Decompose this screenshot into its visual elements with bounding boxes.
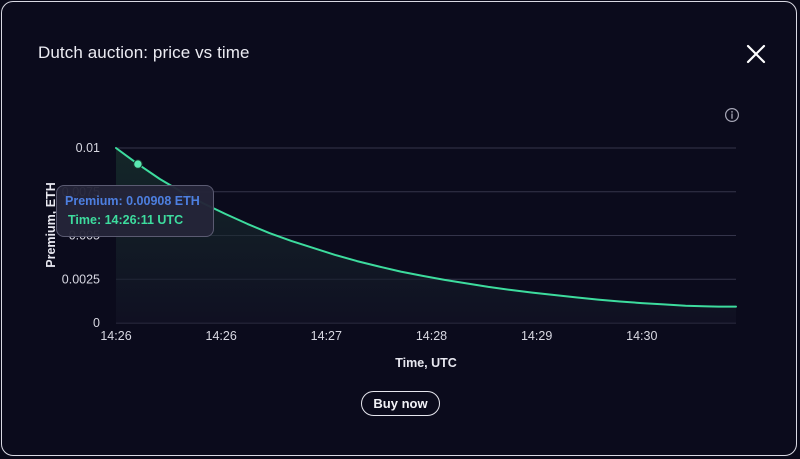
x-axis-label: Time, UTC bbox=[395, 356, 457, 370]
tooltip-premium: Premium: 0.00908 ETH bbox=[65, 194, 200, 208]
x-tick-label: 14:29 bbox=[521, 329, 552, 343]
highlight-point bbox=[133, 159, 143, 169]
modal-title: Dutch auction: price vs time bbox=[38, 43, 250, 62]
price-line bbox=[115, 147, 737, 308]
x-tick-label: 14:26 bbox=[100, 329, 131, 343]
x-tick-label: 14:30 bbox=[626, 329, 657, 343]
info-button[interactable] bbox=[724, 107, 740, 123]
y-tick-label: 0 bbox=[93, 316, 100, 330]
x-tick-label: 14:27 bbox=[311, 329, 342, 343]
tooltip-time: Time: 14:26:11 UTC bbox=[68, 213, 184, 227]
close-button[interactable] bbox=[745, 43, 767, 65]
y-axis-label: Premium, ETH bbox=[44, 182, 58, 267]
y-tick-label: 0.01 bbox=[76, 141, 100, 155]
buy-now-button[interactable]: Buy now bbox=[361, 391, 440, 416]
x-tick-label: 14:28 bbox=[416, 329, 447, 343]
info-icon bbox=[724, 107, 740, 123]
chart-tooltip: Premium: 0.00908 ETH Time: 14:26:11 UTC bbox=[56, 185, 214, 237]
area-fill bbox=[116, 148, 736, 323]
close-icon bbox=[746, 44, 766, 64]
x-tick-label: 14:26 bbox=[206, 329, 237, 343]
y-tick-label: 0.0025 bbox=[62, 272, 100, 286]
